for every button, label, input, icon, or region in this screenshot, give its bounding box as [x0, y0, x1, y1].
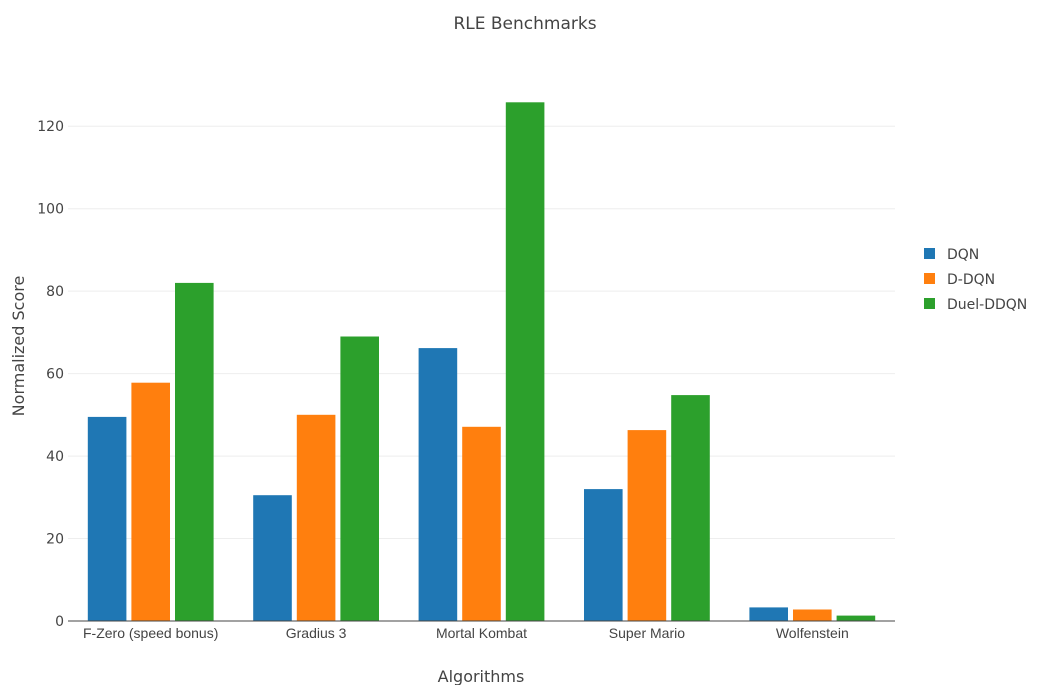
legend-swatch [924, 298, 935, 309]
legend-item-dqn[interactable]: DQN [924, 247, 979, 263]
bar-dqn[interactable] [87, 416, 127, 621]
bar-dqn[interactable] [253, 495, 292, 621]
x-axis-ticks: F-Zero (speed bonus) Gradius 3 Mortal Komb… [83, 625, 849, 641]
x-tick-label: Gradius 3 [286, 625, 347, 641]
bars [87, 102, 876, 622]
bar-dqn[interactable] [749, 607, 788, 621]
bar-d-dqn[interactable] [793, 609, 832, 622]
bar-duel-ddqn[interactable] [836, 615, 876, 621]
y-tick-label: 100 [37, 202, 64, 218]
legend[interactable]: DQN D-DQN Duel-DDQN [924, 247, 1027, 313]
bar-duel-ddqn[interactable] [175, 282, 214, 621]
legend-item-duel-ddqn[interactable]: Duel-DDQN [924, 297, 1027, 313]
bar-duel-ddqn[interactable] [505, 102, 545, 622]
y-tick-label: 120 [37, 119, 64, 135]
bar-d-dqn[interactable] [462, 426, 501, 621]
y-tick-label: 80 [46, 284, 64, 300]
bar-duel-ddqn[interactable] [340, 336, 379, 622]
legend-swatch [924, 248, 935, 259]
y-axis-title: Normalized Score [9, 276, 28, 417]
x-axis-title: Algorithms [438, 667, 525, 685]
x-tick-label: Mortal Kombat [436, 625, 527, 641]
chart-title: RLE Benchmarks [453, 14, 596, 34]
bar-d-dqn[interactable] [627, 430, 667, 621]
bar-dqn[interactable] [418, 348, 458, 621]
y-tick-label: 20 [46, 532, 64, 548]
legend-label: DQN [947, 247, 979, 263]
bar-d-dqn[interactable] [296, 414, 336, 621]
x-tick-label: Super Mario [609, 625, 685, 641]
y-tick-label: 60 [46, 367, 64, 383]
y-tick-label: 40 [46, 449, 64, 465]
x-tick-label: Wolfenstein [776, 625, 849, 641]
y-axis-ticks: 0 20 40 60 80 100 120 [37, 119, 64, 630]
bar-dqn[interactable] [584, 489, 623, 621]
legend-swatch [924, 273, 935, 284]
legend-item-d-dqn[interactable]: D-DQN [924, 272, 995, 288]
bar-duel-ddqn[interactable] [671, 395, 710, 621]
x-tick-label: F-Zero (speed bonus) [83, 625, 218, 641]
bar-d-dqn[interactable] [131, 382, 170, 621]
legend-label: D-DQN [947, 272, 995, 288]
y-tick-label: 0 [55, 614, 64, 630]
legend-label: Duel-DDQN [947, 297, 1027, 313]
